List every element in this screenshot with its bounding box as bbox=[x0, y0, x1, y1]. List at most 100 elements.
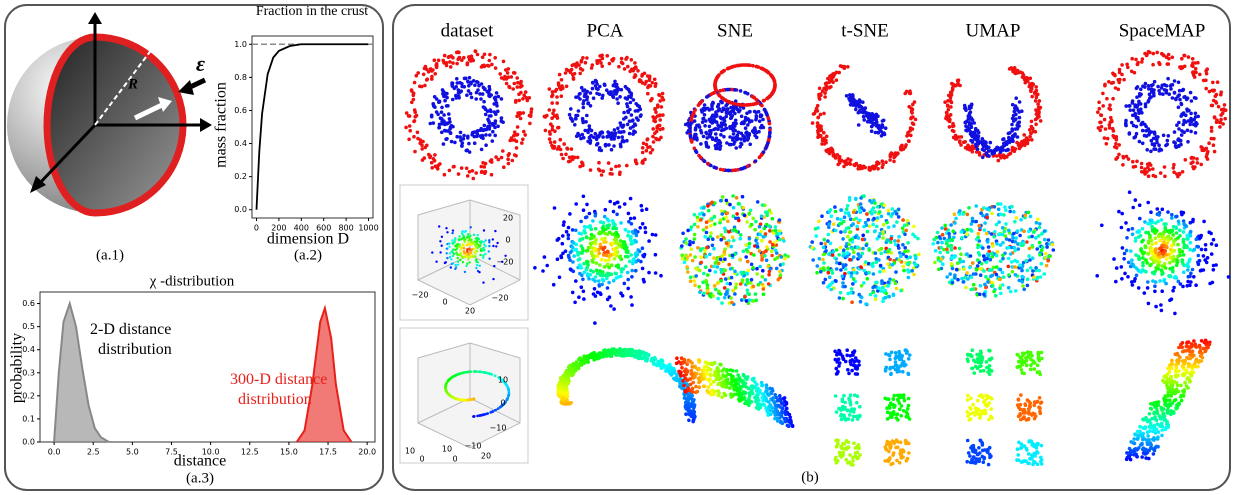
scatter-dot bbox=[722, 135, 726, 139]
scatter-dot bbox=[714, 166, 718, 170]
scatter-dot bbox=[626, 255, 630, 259]
scatter-dot bbox=[1216, 80, 1220, 84]
scatter-dot bbox=[686, 229, 690, 233]
scatter-dot bbox=[719, 199, 723, 203]
scatter-dot bbox=[565, 230, 569, 234]
scatter-dot bbox=[582, 208, 586, 212]
scatter-dot bbox=[889, 251, 893, 255]
scatter-dot bbox=[681, 257, 685, 261]
scatter-dot bbox=[495, 101, 499, 105]
scatter-dot bbox=[564, 71, 568, 75]
scatter-dot bbox=[1166, 62, 1170, 66]
scatter-dot bbox=[466, 61, 470, 65]
scatter-dot bbox=[968, 266, 972, 270]
scatter-dot bbox=[903, 246, 907, 250]
scatter-dot bbox=[522, 111, 526, 115]
scatter-dot bbox=[852, 250, 856, 254]
scatter-dot bbox=[1022, 241, 1026, 245]
scatter-dot bbox=[743, 137, 747, 141]
scatter-dot bbox=[1168, 261, 1172, 265]
scatter-dot bbox=[485, 90, 489, 94]
scatter-dot bbox=[647, 239, 651, 243]
scatter-dot bbox=[691, 398, 695, 402]
scatter-dot bbox=[839, 208, 843, 212]
scatter-dot bbox=[519, 117, 523, 121]
scatter-dot bbox=[714, 120, 718, 124]
scatter-dot bbox=[438, 162, 442, 166]
scatter-dot bbox=[490, 63, 494, 67]
scatter-dot bbox=[755, 136, 759, 140]
scatter-dot bbox=[934, 249, 938, 253]
scatter-dot bbox=[1016, 135, 1020, 139]
scatter-dot bbox=[507, 152, 511, 156]
scatter-dot bbox=[843, 285, 847, 289]
chart-title: Fraction in the crust bbox=[256, 4, 368, 19]
scatter-dot bbox=[691, 404, 695, 408]
scatter-dot bbox=[1180, 103, 1184, 107]
scatter-dot bbox=[940, 241, 944, 245]
scatter-dot bbox=[473, 141, 477, 145]
scatter-dot bbox=[1169, 248, 1173, 252]
scatter-dot bbox=[502, 165, 506, 169]
scatter-dot bbox=[616, 101, 620, 105]
scatter-dot bbox=[1163, 88, 1167, 92]
scatter-dot bbox=[760, 114, 764, 118]
scatter-dot bbox=[938, 235, 942, 239]
scatter-dot bbox=[733, 129, 737, 133]
scatter-dot bbox=[448, 117, 452, 121]
scatter-dot bbox=[620, 270, 624, 274]
scatter-dot bbox=[1136, 61, 1140, 65]
scatter-dot bbox=[1154, 236, 1158, 240]
scatter-dot bbox=[688, 130, 692, 134]
scatter-dot bbox=[947, 94, 951, 98]
scatter-dot bbox=[613, 238, 617, 242]
scatter-dot bbox=[654, 233, 658, 237]
scatter-dot bbox=[521, 138, 525, 142]
scatter-dot bbox=[748, 110, 752, 114]
scatter-dot bbox=[716, 124, 720, 128]
scatter-dot bbox=[578, 232, 582, 236]
scatter-dot bbox=[708, 294, 712, 298]
scatter-dot bbox=[689, 122, 693, 126]
scatter-dot bbox=[841, 263, 845, 267]
scatter-dot bbox=[520, 141, 524, 145]
scatter-dot bbox=[522, 94, 526, 98]
scatter-dot bbox=[1194, 67, 1198, 71]
scatter-dot bbox=[600, 64, 604, 68]
scatter-dot bbox=[465, 167, 469, 171]
scatter-dot bbox=[1216, 120, 1220, 124]
scatter-dot bbox=[1036, 102, 1040, 106]
scatter-dot bbox=[549, 141, 553, 145]
scatter-dot bbox=[811, 121, 815, 125]
scatter-dot bbox=[746, 123, 750, 127]
scatter-dot bbox=[1027, 235, 1031, 239]
scatter-dot bbox=[584, 225, 588, 229]
scatter-dot bbox=[412, 94, 416, 98]
scatter-dot bbox=[945, 111, 949, 115]
scatter-dot bbox=[481, 161, 485, 165]
scatter-dot bbox=[760, 254, 764, 258]
scatter-dot bbox=[1149, 210, 1153, 214]
scatter-dot bbox=[1185, 107, 1189, 111]
scatter-dot bbox=[702, 228, 706, 232]
scatter-dot bbox=[1007, 132, 1011, 136]
scatter-dot bbox=[630, 113, 634, 117]
scatter-dot bbox=[770, 250, 774, 254]
scatter-dot bbox=[822, 281, 826, 285]
scatter-dot bbox=[742, 121, 746, 125]
scatter-dot bbox=[697, 285, 701, 289]
scatter-dot bbox=[1018, 263, 1022, 267]
scatter-dot bbox=[773, 258, 777, 262]
scatter-dot bbox=[1017, 279, 1021, 283]
scatter-dot bbox=[724, 216, 728, 220]
scatter-dot bbox=[1191, 70, 1195, 74]
scatter-dot bbox=[490, 173, 494, 177]
scatter-dot bbox=[1150, 84, 1154, 88]
scatter-dot bbox=[636, 104, 640, 108]
scatter-dot bbox=[998, 278, 1002, 282]
scatter-dot bbox=[645, 207, 649, 211]
scatter-dot bbox=[420, 147, 424, 151]
scatter-dot bbox=[603, 237, 607, 241]
scatter-dot bbox=[694, 128, 698, 132]
scatter-dot bbox=[893, 152, 897, 156]
